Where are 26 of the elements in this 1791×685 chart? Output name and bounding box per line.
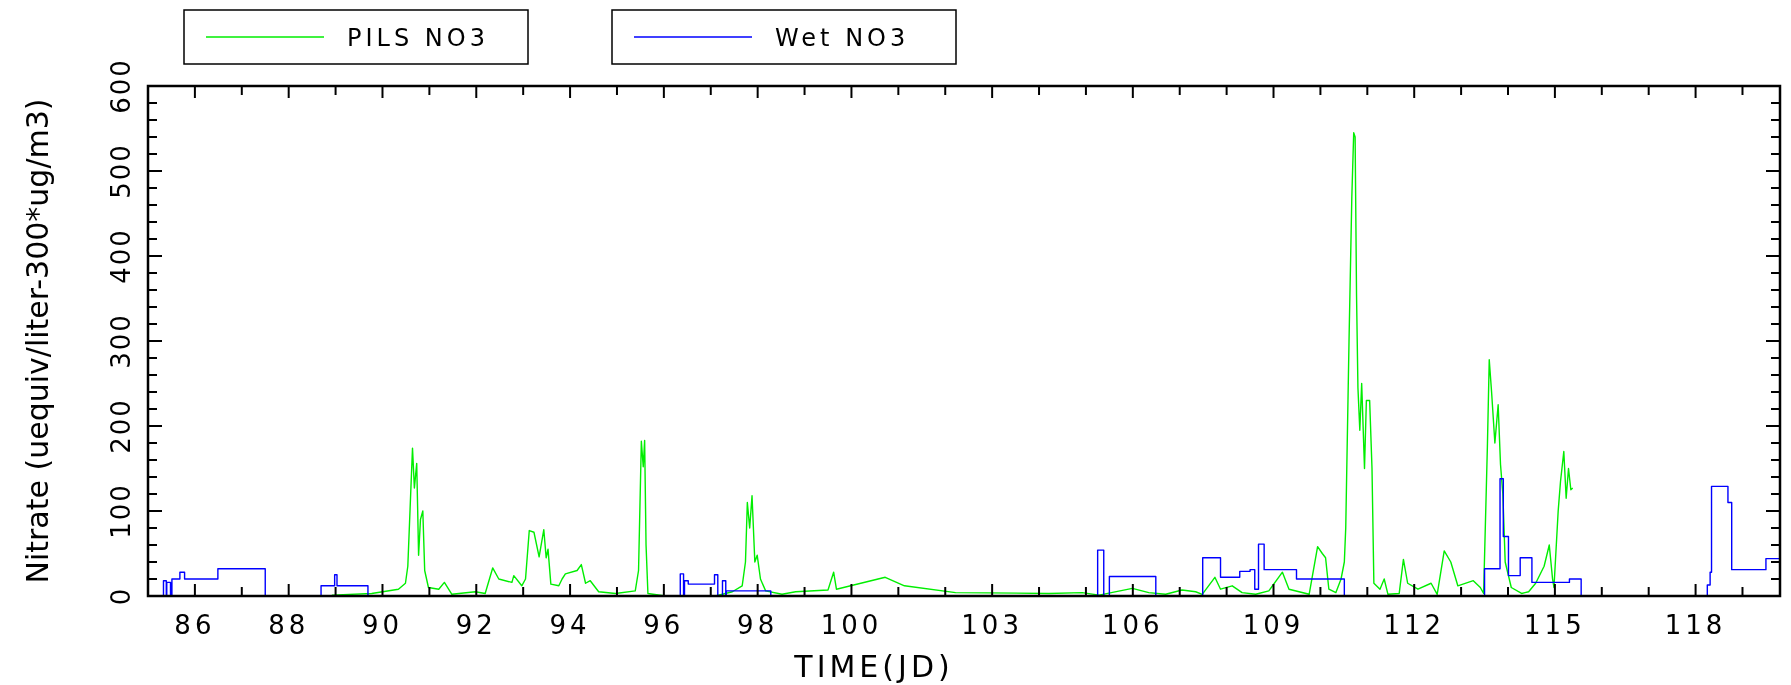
x-tick-label: 109 xyxy=(1242,610,1305,640)
x-tick-label: 103 xyxy=(961,610,1023,640)
y-tick-label: 600 xyxy=(106,58,136,114)
y-tick-label: 400 xyxy=(106,228,136,284)
x-tick-label: 86 xyxy=(174,610,216,640)
x-tick-label: 98 xyxy=(737,610,779,640)
x-tick-label: 88 xyxy=(268,610,310,640)
y-tick-label: 100 xyxy=(106,483,136,539)
y-tick-label: 300 xyxy=(106,313,136,369)
legend-label: PILS NO3 xyxy=(347,24,489,52)
x-tick-label: 96 xyxy=(643,610,685,640)
x-tick-label: 100 xyxy=(820,610,883,640)
y-axis-title: Nitrate (uequiv/liter-300*ug/m3) xyxy=(20,98,55,584)
x-tick-label: 112 xyxy=(1383,610,1446,640)
x-tick-label: 106 xyxy=(1102,610,1164,640)
legend-label: Wet NO3 xyxy=(775,24,910,52)
x-tick-label: 94 xyxy=(549,610,591,640)
x-tick-label: 115 xyxy=(1524,610,1586,640)
line-series xyxy=(331,132,1574,597)
y-tick-label: 0 xyxy=(106,586,136,606)
y-tick-label: 200 xyxy=(106,398,136,454)
x-axis-title: TIME(JD) xyxy=(793,649,954,684)
x-tick-label: 92 xyxy=(455,610,497,640)
y-tick-label: 500 xyxy=(106,143,136,199)
x-tick-label: 118 xyxy=(1664,610,1727,640)
x-tick-label: 90 xyxy=(361,610,404,640)
